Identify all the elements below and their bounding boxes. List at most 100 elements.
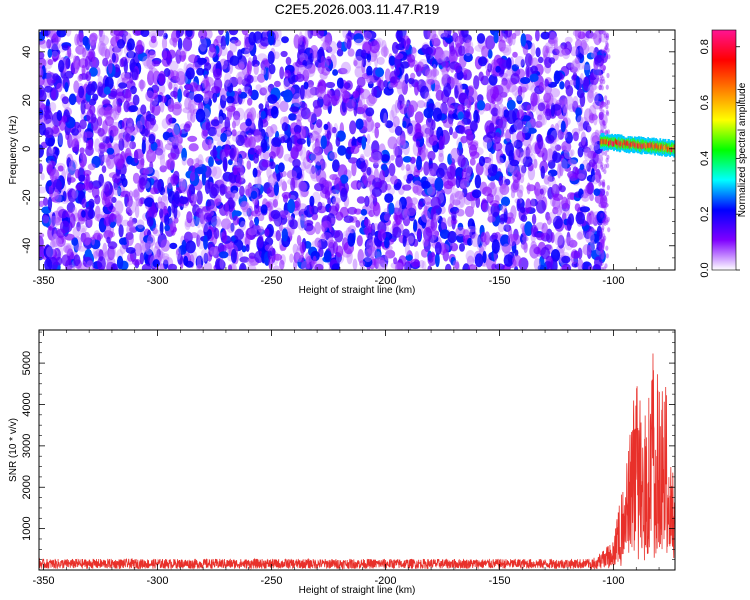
spectrogram-cell: [245, 118, 252, 127]
spectrogram-cell: [160, 100, 165, 113]
spectrogram-cell: [406, 235, 415, 244]
spectrogram-cell: [116, 255, 124, 270]
spectrogram-cell: [447, 104, 455, 115]
spectrogram-cell: [239, 256, 250, 263]
spectrogram-cell: [502, 44, 512, 56]
spectrogram-cell: [212, 92, 218, 103]
spectrogram-cell: [283, 153, 292, 162]
spectrogram-cell: [535, 232, 545, 241]
spectrogram-cell: [506, 99, 516, 111]
spectrogram-cell: [183, 123, 191, 132]
spectrogram-cell: [275, 230, 281, 242]
spectrogram-cell: [188, 143, 199, 152]
spectrogram-cell: [455, 36, 461, 44]
spectrogram-cell: [39, 200, 45, 207]
spectrogram-cell: [246, 160, 252, 170]
spectrogram-cell: [108, 59, 113, 74]
spectrogram-cell: [126, 232, 134, 247]
spectrogram-cell: [270, 124, 278, 134]
spectrogram-cell: [366, 65, 373, 77]
spectrogram-cell: [178, 244, 187, 255]
spectrogram-cell: [529, 198, 539, 207]
spectrogram-cell: [195, 157, 200, 165]
spectrogram-cell: [497, 222, 505, 233]
spectrogram-cell: [344, 80, 353, 91]
spectrogram-cell: [598, 235, 603, 241]
spectrogram-cell: [384, 253, 390, 261]
spectrogram-cell: [114, 158, 124, 170]
spectrogram-cell: [178, 177, 186, 191]
spectrogram-cell: [593, 113, 598, 126]
spectrogram-cell: [541, 222, 548, 237]
spectrogram-cell: [579, 93, 586, 107]
spectrogram-cell: [141, 139, 146, 155]
spectrogram-cell: [193, 93, 204, 103]
spectrogram-cell: [455, 226, 466, 237]
spectrogram-cell: [230, 248, 237, 264]
spectrogram-cell: [268, 256, 274, 270]
spectrogram-cell: [156, 147, 166, 160]
spectrogram-cell: [484, 120, 495, 135]
spectrogram-cell: [408, 100, 418, 113]
spectrogram-cell: [605, 104, 609, 110]
spectrogram-cell: [402, 120, 407, 128]
spectrogram-cell: [495, 65, 501, 73]
spectrogram-cell: [497, 107, 505, 118]
spectrogram-cell: [478, 156, 486, 167]
spectrogram-cell: [73, 80, 80, 93]
spectrogram-cell: [123, 100, 130, 113]
spectrogram-cell: [97, 256, 106, 270]
spectrogram-cell: [526, 104, 531, 114]
spectrogram-cell: [450, 78, 460, 85]
spectrogram-cell: [148, 50, 156, 59]
spectrogram-cell: [221, 218, 232, 230]
spectrogram-cell: [598, 94, 603, 100]
spectrogram-cell: [530, 198, 536, 209]
spectrogram-cell: [226, 222, 236, 234]
x-tick-label: -100: [602, 275, 624, 287]
spectrogram-cell: [311, 240, 320, 247]
spectrogram-cell: [430, 196, 441, 210]
spectrogram-cell: [44, 244, 51, 259]
spectrogram-cell: [281, 181, 288, 192]
spectrogram-cell: [398, 255, 407, 267]
spectrogram-cell: [327, 40, 338, 55]
spectrogram-cell: [529, 73, 539, 83]
spectrogram-cell: [567, 192, 576, 200]
spectrogram-cell: [77, 167, 86, 183]
spectrogram-cell: [428, 134, 438, 146]
spectrogram-cell: [46, 39, 52, 49]
spectrogram-cell: [239, 220, 247, 231]
spectrogram-cell: [537, 264, 546, 270]
spectrogram-cell: [167, 98, 173, 110]
spectrogram-cell: [43, 197, 49, 207]
spectrogram-cell: [530, 65, 538, 74]
spectrogram-cell: [434, 241, 442, 255]
spectrogram-cell: [78, 225, 88, 233]
spectrogram-cell: [177, 88, 183, 103]
spectrogram-cell: [551, 178, 557, 194]
spectrogram-cell: [431, 227, 438, 241]
spectrogram-cell: [126, 140, 133, 151]
spectrogram-cell: [266, 166, 272, 179]
spectrogram-cell: [487, 63, 493, 73]
spectrogram-cell: [602, 237, 606, 243]
spectrogram-cell: [236, 174, 242, 188]
spectrogram-cell: [561, 255, 571, 264]
spectrogram-cell: [324, 190, 331, 200]
spectrogram-cell: [296, 138, 306, 145]
spectrogram-cell: [394, 200, 403, 216]
spectrogram-cell: [98, 142, 106, 150]
spectrogram-cell: [589, 193, 594, 202]
spectrogram-cell: [552, 215, 563, 229]
spectrogram-cell: [587, 84, 594, 99]
spectrogram-cell: [89, 104, 96, 115]
spectrogram-cell: [137, 52, 148, 62]
spectrogram-cell: [555, 205, 563, 217]
colorbar-label: Normalized spectral amplitude: [737, 82, 748, 217]
spectrogram-cell: [345, 98, 355, 112]
y-tick-label: -20: [21, 189, 33, 205]
spectrogram-cell: [486, 131, 496, 139]
spectrogram-cell: [394, 125, 403, 136]
spectrogram-cell: [539, 83, 546, 91]
